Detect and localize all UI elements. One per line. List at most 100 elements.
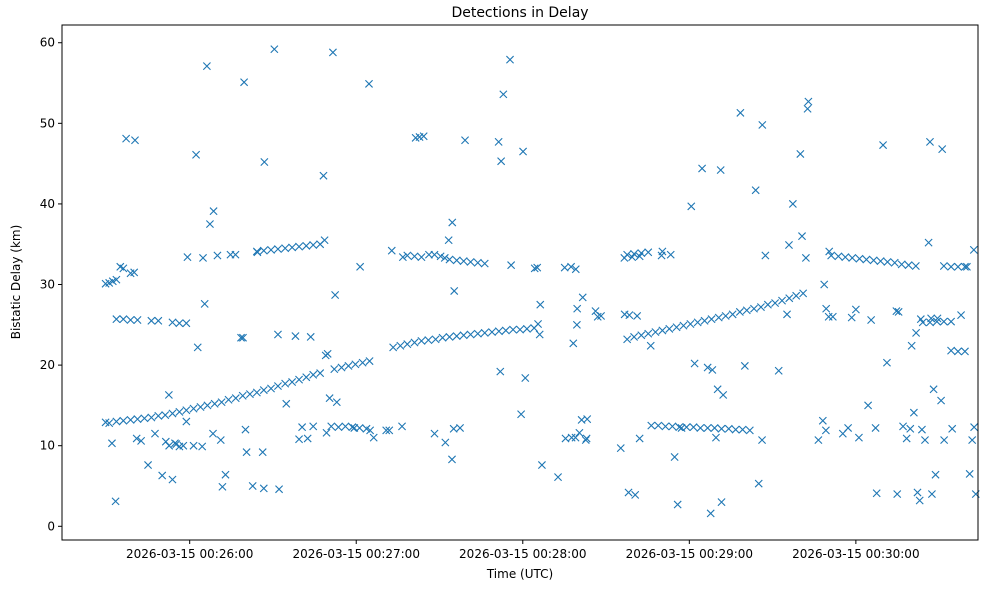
x-axis-label: Time (UTC) (486, 567, 553, 581)
data-point (105, 419, 114, 428)
data-point (937, 396, 946, 405)
data-point (459, 257, 468, 266)
data-point (334, 423, 343, 432)
data-point (696, 423, 705, 432)
data-point (213, 251, 222, 260)
data-point (890, 258, 899, 267)
data-point (630, 332, 639, 341)
data-point (403, 251, 412, 260)
data-point (939, 261, 948, 270)
data-point (466, 330, 475, 339)
data-point (803, 104, 812, 113)
data-point (147, 316, 156, 325)
data-point (199, 253, 207, 262)
data-point (332, 398, 341, 407)
data-point (847, 313, 856, 322)
data-point (182, 406, 191, 415)
data-point (131, 136, 139, 145)
data-point (270, 45, 279, 54)
data-point (710, 423, 719, 432)
data-point (507, 261, 516, 270)
data-point (182, 417, 191, 426)
data-point (906, 424, 915, 433)
data-point (731, 425, 740, 434)
data-point (754, 479, 763, 488)
data-point (867, 315, 876, 324)
data-point (869, 256, 878, 265)
data-point (179, 441, 188, 450)
data-point (892, 307, 901, 316)
data-point (303, 434, 312, 443)
y-tick-label: 10 (40, 439, 55, 453)
data-point (616, 444, 625, 453)
data-point (494, 137, 503, 146)
data-point (516, 325, 524, 334)
data-point (657, 251, 666, 260)
data-point (168, 475, 177, 484)
data-point (530, 264, 539, 273)
data-point (501, 326, 510, 335)
data-point (763, 300, 772, 309)
data-point (175, 407, 184, 416)
data-point (253, 248, 262, 257)
data-point (158, 471, 167, 480)
data-point (358, 358, 367, 367)
data-point (654, 421, 663, 430)
data-point (742, 306, 751, 315)
data-point (288, 243, 297, 252)
data-point (452, 256, 461, 265)
y-tick-label: 30 (40, 278, 55, 292)
data-point (758, 436, 767, 445)
data-point (912, 328, 921, 337)
data-point (879, 141, 888, 150)
data-point (876, 257, 885, 266)
data-point (647, 421, 656, 430)
data-point (259, 386, 268, 395)
data-point (855, 254, 864, 263)
data-point (205, 220, 214, 229)
data-point (848, 253, 857, 262)
data-point (273, 382, 282, 391)
data-point (130, 268, 139, 277)
data-point (461, 136, 470, 145)
data-point (210, 399, 219, 408)
data-point (449, 424, 458, 433)
data-point (582, 434, 591, 443)
data-point (572, 320, 581, 329)
data-point (431, 335, 440, 344)
data-point (899, 422, 908, 431)
data-point (365, 79, 373, 88)
data-point (122, 134, 131, 143)
data-point (436, 252, 445, 261)
data-point (365, 357, 374, 366)
data-point (714, 313, 723, 322)
data-point (954, 262, 963, 271)
y-axis-label: Bistatic Delay (km) (9, 225, 23, 340)
data-point (273, 245, 282, 254)
y-tick-label: 60 (40, 36, 55, 50)
data-point (534, 320, 543, 328)
data-point (567, 262, 576, 271)
data-point (341, 422, 350, 431)
y-tick-label: 0 (47, 519, 55, 533)
data-point (325, 394, 334, 403)
data-point (668, 422, 677, 431)
x-tick-label: 2026-03-15 00:27:00 (293, 547, 420, 561)
data-point (259, 246, 268, 255)
data-point (369, 433, 378, 442)
data-point (909, 408, 918, 417)
data-point (851, 305, 860, 314)
y-axis-ticks: 0 10 20 30 40 50 60 (40, 36, 62, 533)
data-point (328, 48, 337, 57)
data-point (309, 422, 318, 431)
data-point (238, 333, 247, 342)
data-point (291, 332, 300, 341)
data-point (217, 398, 226, 407)
data-point (133, 415, 142, 424)
data-point (198, 442, 207, 451)
data-point (583, 415, 592, 424)
data-point (459, 331, 468, 340)
data-point (862, 255, 871, 264)
data-point (927, 490, 936, 499)
